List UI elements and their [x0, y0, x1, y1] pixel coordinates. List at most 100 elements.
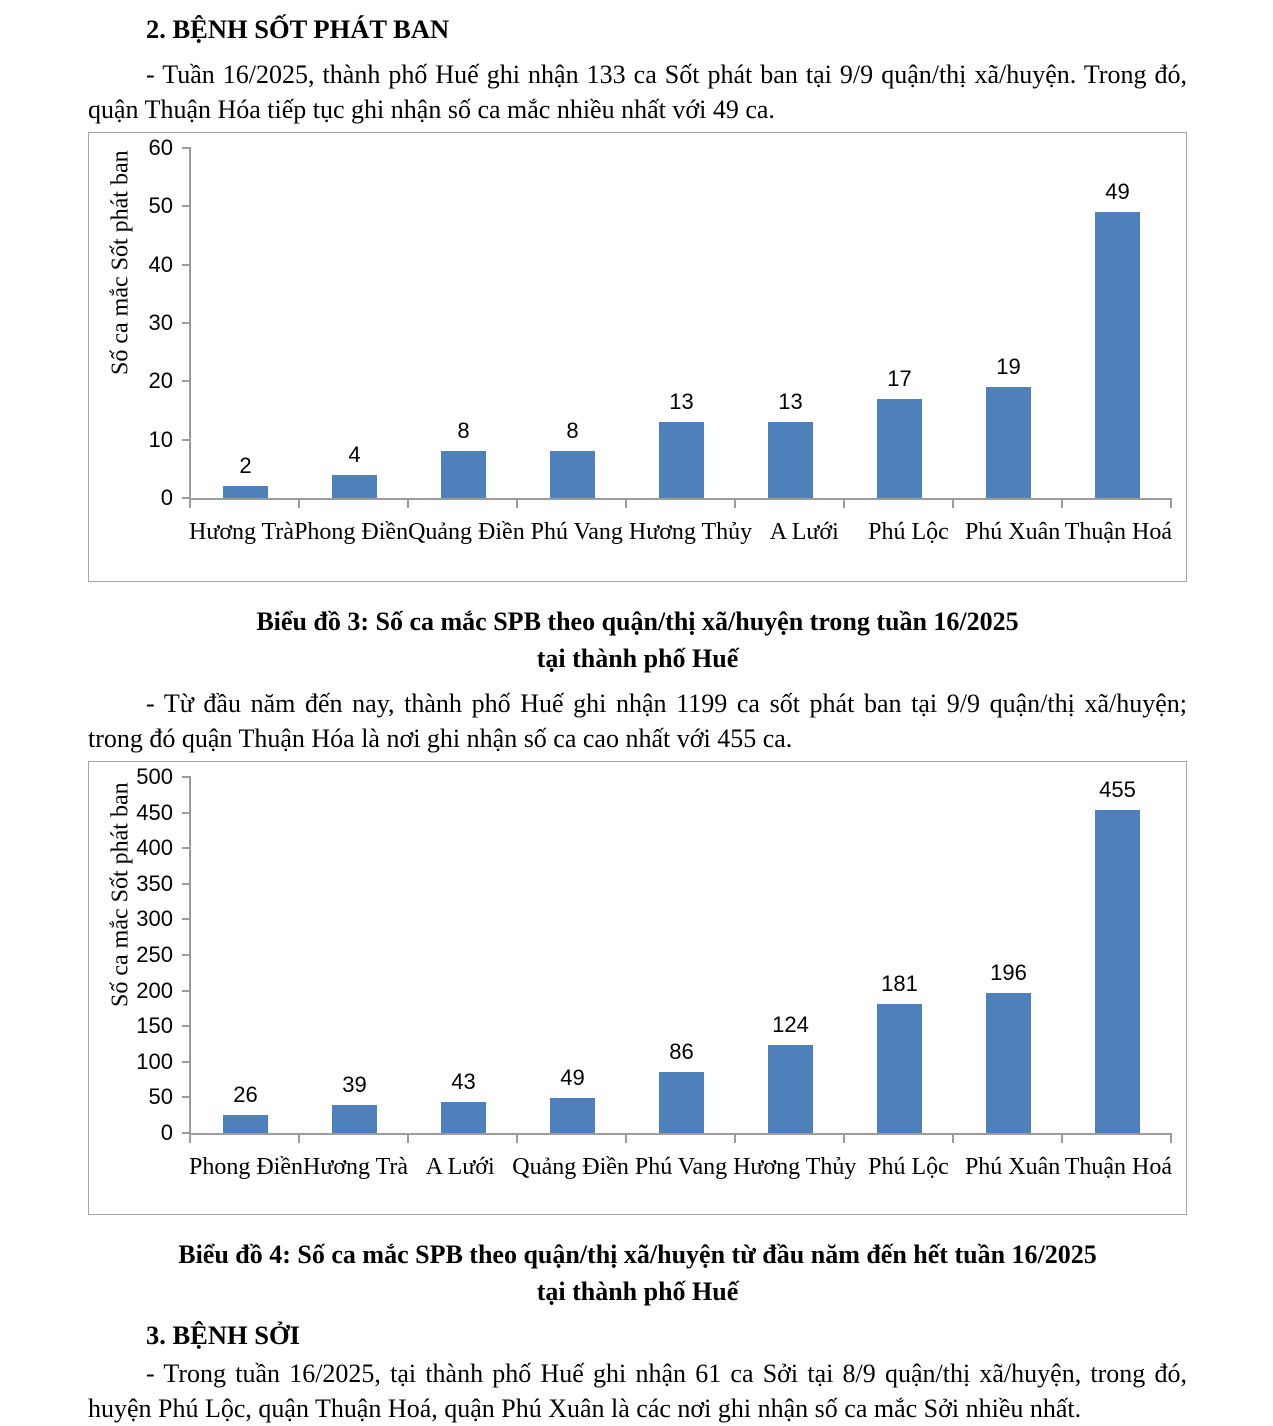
bar-value-label: 2 — [239, 453, 252, 479]
bar-value-label: 43 — [451, 1069, 476, 1095]
y-axis-tick-mark — [182, 882, 191, 885]
section-2-heading: 2. BỆNH SỐT PHÁT BAN — [146, 14, 450, 44]
x-axis-ticks — [189, 1135, 1172, 1143]
y-axis-tick-mark — [182, 1132, 191, 1134]
y-axis-tick-mark — [182, 918, 191, 921]
y-axis-tick-label: 50 — [148, 1084, 173, 1110]
x-axis-category-label: A Lưới — [769, 519, 839, 545]
x-axis-tick — [298, 500, 407, 508]
x-axis-category-label: Phú Lộc — [868, 1154, 949, 1180]
bar-group: 8 — [518, 148, 627, 498]
bar-group: 49 — [1063, 148, 1172, 498]
x-axis-category-label: Hương Trà — [189, 519, 295, 545]
x-axis-tick — [734, 1135, 843, 1143]
x-axis-tick — [1061, 500, 1170, 508]
bar — [658, 1071, 705, 1133]
bar — [1094, 810, 1141, 1133]
x-axis-category-label: Quảng Điền — [512, 1154, 629, 1180]
bar — [549, 451, 596, 498]
x-axis-tick — [516, 500, 625, 508]
section-3-heading: 3. BỆNH SỞI — [146, 1320, 300, 1350]
bar-group: 13 — [627, 148, 736, 498]
plot-area: 0 10 20 30 40 50 60 2 4 8 8 13 13 17 19 49 — [149, 135, 1172, 510]
bar — [985, 387, 1032, 498]
y-axis-tick-mark — [182, 811, 191, 814]
bar — [767, 1044, 814, 1133]
y-axis-tick-mark — [182, 847, 191, 850]
bar-value-label: 17 — [887, 365, 912, 391]
bar — [876, 1004, 923, 1133]
bar-group: 455 — [1063, 777, 1172, 1133]
bar-value-label: 13 — [669, 389, 694, 415]
bar-group: 39 — [300, 777, 409, 1133]
x-axis-category-label: Phong Điền — [294, 519, 409, 545]
bar — [876, 398, 923, 498]
y-axis-tick-mark — [182, 1025, 191, 1028]
x-axis-tick — [189, 500, 298, 508]
y-axis-tick-mark — [182, 1096, 191, 1099]
y-axis-tick-label: 400 — [136, 835, 173, 861]
x-axis-category-label: Phú Lộc — [868, 519, 949, 545]
chart3-caption: Biểu đồ 3: Số ca mắc SPB theo quận/thị x… — [88, 603, 1187, 677]
x-axis-category-label: Hương Thủy — [733, 1154, 857, 1180]
y-axis-tick-mark — [182, 322, 191, 324]
bar-group: 196 — [954, 777, 1063, 1133]
x-axis-tick — [407, 500, 516, 508]
y-axis-title: Số ca mắc Sốt phát ban — [107, 150, 134, 376]
x-axis-ticks — [189, 500, 1172, 508]
y-axis-tick-mark — [182, 438, 191, 441]
bar-group: 181 — [845, 777, 954, 1133]
y-axis-tick-mark — [182, 380, 191, 383]
x-axis-tick — [952, 1135, 1061, 1143]
bar-group: 43 — [409, 777, 518, 1133]
bar — [440, 1102, 487, 1133]
x-axis-tick — [298, 1135, 407, 1143]
y-axis-tick-label: 50 — [148, 193, 173, 219]
plot-region: 0 10 20 30 40 50 60 2 4 8 8 13 13 17 19 49 Hương Trà Pho… — [149, 135, 1173, 547]
y-axis-tick-label: 10 — [148, 426, 173, 452]
y-axis-tick-label: 200 — [136, 977, 173, 1003]
y-axis-tick-label: 30 — [148, 310, 173, 335]
y-axis-tick-mark — [182, 989, 191, 992]
bar — [985, 993, 1032, 1133]
x-axis-category-label: Phú Vang — [530, 519, 623, 545]
bar-value-label: 455 — [1099, 777, 1136, 802]
bar-value-label: 49 — [1105, 179, 1130, 205]
x-axis-tick — [407, 1135, 516, 1143]
y-axis-tick-label: 300 — [136, 906, 173, 932]
chart-spb-week-16-2025: Số ca mắc Sốt phát ban 0 10 20 30 40 50 60 2 4 8 8… — [88, 132, 1187, 582]
y-axis-tick-label: 100 — [136, 1048, 173, 1074]
y-axis-tick-label: 150 — [136, 1013, 173, 1039]
bar-value-label: 4 — [348, 441, 361, 467]
chart4-caption-line2: tại thành phố Huế — [536, 1277, 739, 1306]
bar-value-label: 86 — [669, 1038, 694, 1064]
bar-group: 4 — [300, 148, 409, 498]
y-axis-tick-mark — [182, 205, 191, 208]
bar-group: 8 — [409, 148, 518, 498]
y-axis-tick-label: 40 — [148, 251, 173, 277]
bar-value-label: 181 — [881, 971, 918, 997]
y-axis-title: Số ca mắc Sốt phát ban — [107, 782, 134, 1008]
y-axis-tick-label: 350 — [136, 870, 173, 896]
bar-value-label: 26 — [233, 1081, 258, 1107]
section-2-paragraph-ytd: - Từ đầu năm đến nay, thành phố Huế ghi … — [88, 689, 1187, 753]
x-axis-category-label: Hương Trà — [303, 1154, 409, 1180]
x-axis-category-label: Phú Xuân — [964, 519, 1061, 545]
x-axis-category-label: Quảng Điền — [408, 519, 525, 545]
chart-spb-ytd-week-16-2025: Số ca mắc Sốt phát ban 0 50 100 150 200 250 30… — [88, 761, 1187, 1215]
y-axis-tick-label: 250 — [136, 942, 173, 967]
bar-group: 2 — [191, 148, 300, 498]
bar-value-label: 13 — [778, 389, 803, 415]
y-axis-tick-mark — [182, 497, 191, 499]
y-axis-tick-mark — [182, 954, 191, 956]
bar-value-label: 49 — [560, 1065, 585, 1091]
x-axis-tick — [1061, 1135, 1170, 1143]
bar-group: 124 — [736, 777, 845, 1133]
x-axis-tick — [734, 500, 843, 508]
x-axis-labels: Hương Trà Phong Điền Quảng Điền Phú Vang Hươ… — [189, 517, 1172, 547]
x-axis-category-label: Thuận Hoá — [1064, 1154, 1173, 1180]
chart4-caption-line1: Biểu đồ 4: Số ca mắc SPB theo quận/thị x… — [178, 1240, 1097, 1269]
x-axis-category-label: Thuận Hoá — [1064, 519, 1173, 545]
bar-group: 19 — [954, 148, 1063, 498]
chart4-caption: Biểu đồ 4: Số ca mắc SPB theo quận/thị x… — [88, 1236, 1187, 1310]
